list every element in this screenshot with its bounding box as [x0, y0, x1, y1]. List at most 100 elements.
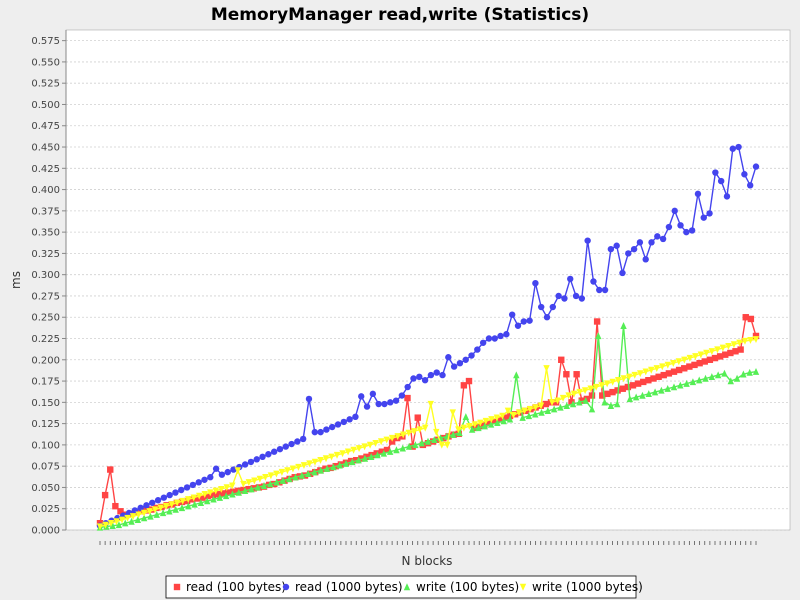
- data-point: [696, 376, 703, 384]
- data-point: [369, 390, 377, 398]
- data-point: [504, 407, 512, 415]
- data-point: [340, 418, 348, 426]
- data-point: [670, 383, 678, 391]
- data-point: [474, 346, 481, 353]
- y-tick-label: 0.450: [31, 143, 60, 154]
- data-point: [222, 492, 230, 500]
- data-point: [552, 399, 560, 406]
- data-point: [306, 460, 313, 468]
- data-point: [172, 489, 179, 496]
- data-point: [482, 417, 490, 425]
- data-point: [323, 426, 330, 433]
- data-point: [336, 461, 343, 469]
- data-point: [185, 502, 192, 510]
- data-point: [149, 499, 156, 506]
- data-point: [445, 354, 452, 361]
- data-point: [317, 457, 324, 464]
- data-point: [721, 369, 728, 377]
- data-point: [214, 491, 222, 498]
- legend-marker: [173, 583, 181, 591]
- data-point: [166, 507, 173, 515]
- data-point: [107, 466, 114, 473]
- y-tick-label: 0.325: [31, 249, 60, 260]
- data-point: [256, 475, 264, 483]
- data-point: [358, 455, 365, 462]
- data-point: [630, 245, 638, 253]
- data-point: [609, 378, 616, 386]
- data-point: [399, 431, 407, 439]
- data-point: [278, 468, 286, 476]
- data-point: [96, 523, 104, 531]
- data-point: [299, 435, 307, 443]
- data-point: [421, 377, 429, 384]
- data-point: [241, 487, 249, 495]
- data-point: [151, 506, 159, 514]
- data-point: [578, 295, 586, 302]
- data-point: [350, 446, 357, 454]
- data-point: [154, 497, 162, 504]
- data-point: [201, 491, 208, 498]
- data-point: [440, 434, 447, 442]
- data-point: [664, 385, 671, 392]
- data-point: [689, 378, 697, 386]
- data-point: [196, 492, 203, 500]
- data-point: [479, 339, 487, 346]
- data-point: [583, 395, 591, 403]
- data-point: [383, 436, 390, 444]
- y-tick-label: 0.175: [31, 377, 60, 388]
- data-point: [683, 379, 690, 387]
- legend-item: write (100 bytes): [403, 580, 519, 594]
- data-point: [538, 408, 545, 416]
- data-point: [526, 317, 533, 324]
- data-point: [525, 412, 533, 420]
- data-point: [576, 398, 583, 406]
- data-point: [639, 391, 646, 399]
- data-point: [675, 366, 683, 374]
- legend-item: read (1000 bytes): [282, 580, 403, 594]
- data-point: [292, 473, 299, 481]
- data-point: [301, 472, 309, 479]
- data-point: [404, 394, 411, 402]
- data-point: [603, 380, 611, 388]
- data-point: [216, 493, 224, 501]
- data-point: [273, 470, 280, 478]
- data-point: [752, 368, 760, 375]
- y-tick-label: 0.225: [31, 334, 60, 345]
- data-point: [481, 422, 488, 430]
- data-point: [240, 480, 247, 488]
- data-point: [510, 411, 517, 419]
- data-point: [288, 440, 295, 448]
- data-point: [129, 513, 137, 521]
- y-tick-label: 0.350: [31, 228, 60, 239]
- y-tick-label: 0.100: [31, 440, 60, 451]
- data-point: [752, 332, 760, 340]
- data-point: [550, 405, 558, 413]
- data-point: [254, 483, 261, 491]
- data-point: [609, 388, 616, 396]
- legend-marker: [403, 583, 411, 591]
- data-point: [253, 456, 260, 463]
- data-point: [270, 448, 278, 455]
- data-point: [491, 335, 498, 342]
- data-point: [714, 346, 721, 354]
- data-point: [569, 400, 577, 408]
- data-point: [247, 458, 255, 466]
- data-point: [381, 400, 388, 408]
- data-point: [209, 491, 216, 499]
- data-point: [137, 504, 144, 512]
- data-point: [259, 453, 266, 461]
- data-point: [677, 381, 684, 389]
- data-point: [465, 377, 473, 385]
- data-point: [549, 303, 557, 311]
- y-tick-label: 0.125: [31, 419, 60, 430]
- data-point: [587, 385, 594, 393]
- data-point: [286, 475, 293, 483]
- data-point: [124, 514, 131, 522]
- data-point: [554, 397, 561, 405]
- data-point: [729, 145, 736, 152]
- data-point: [561, 295, 568, 302]
- data-point: [559, 394, 567, 402]
- data-point: [439, 371, 446, 379]
- data-point: [636, 239, 644, 246]
